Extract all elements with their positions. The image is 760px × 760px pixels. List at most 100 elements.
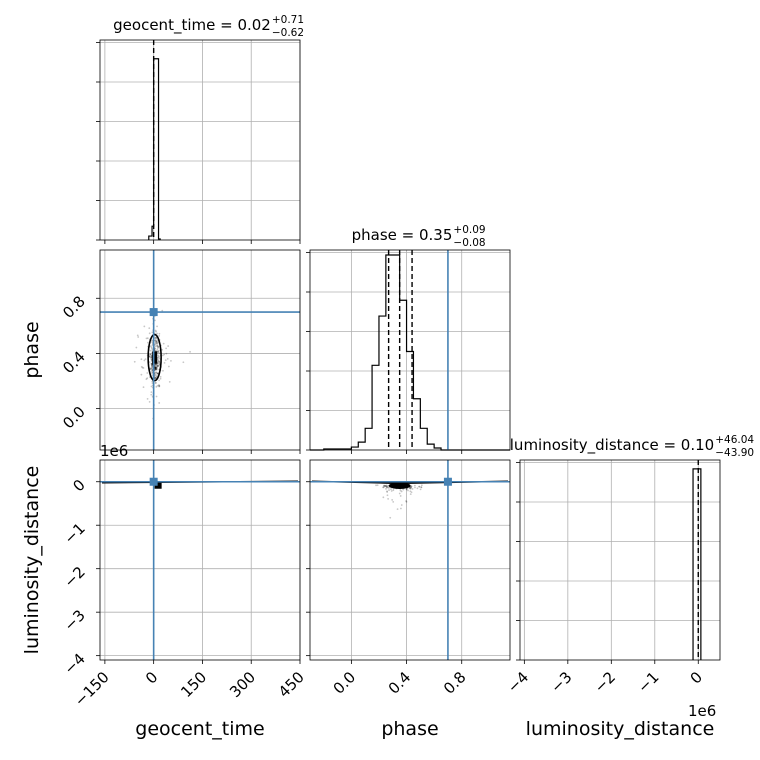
sample-point — [387, 497, 390, 500]
sample-point — [400, 507, 402, 510]
title-upper-error: +0.09 — [453, 224, 485, 236]
sample-point — [158, 364, 161, 367]
sample-point — [416, 487, 419, 490]
x-tick-label: 0 — [142, 668, 161, 687]
sample-point — [140, 373, 143, 376]
sample-point — [150, 347, 153, 350]
sample-point — [150, 364, 153, 367]
sample-point — [420, 484, 423, 487]
sample-point — [154, 319, 156, 322]
sample-point — [386, 486, 389, 489]
sample-point — [408, 487, 411, 490]
sample-point — [399, 495, 402, 497]
sample-point — [156, 332, 158, 335]
sample-point — [145, 378, 148, 381]
x-tick-label: 0.8 — [440, 668, 470, 698]
sample-point — [150, 356, 153, 358]
sample-point — [140, 358, 143, 361]
sample-point — [157, 351, 160, 354]
sample-point — [167, 345, 170, 347]
x-tick-label: −1 — [634, 668, 662, 696]
sample-point — [386, 494, 389, 497]
sample-point — [155, 336, 157, 339]
sample-point — [149, 353, 152, 356]
sample-point — [157, 354, 160, 357]
sample-point — [149, 353, 152, 356]
sample-point — [148, 332, 151, 335]
x-tick-label: 0.4 — [385, 668, 415, 698]
sample-point — [390, 488, 392, 491]
sample-point — [161, 309, 164, 312]
sample-point — [154, 373, 157, 376]
sample-point — [158, 379, 161, 382]
sample-point — [156, 348, 159, 351]
sample-point — [150, 363, 153, 365]
sample-point — [392, 489, 395, 492]
sample-point — [158, 402, 161, 404]
sample-point — [384, 485, 387, 487]
x-tick-label: 450 — [275, 668, 308, 701]
sample-point — [154, 365, 157, 368]
sample-point — [158, 385, 161, 388]
sample-point — [155, 366, 157, 369]
sample-point — [148, 327, 151, 330]
sample-point — [150, 393, 153, 396]
sample-point — [151, 364, 153, 367]
sample-point — [155, 395, 158, 398]
sample-point — [405, 488, 408, 491]
sample-point — [156, 344, 159, 347]
sample-point — [396, 508, 399, 510]
sample-point — [156, 345, 159, 348]
sample-point — [154, 345, 157, 348]
panel-frame — [309, 249, 511, 451]
sample-point — [383, 485, 386, 488]
title-lower-error: −43.90 — [715, 447, 754, 459]
sample-point — [157, 360, 160, 362]
sample-point — [154, 338, 157, 340]
sample-point — [155, 367, 158, 370]
sample-point — [388, 489, 390, 491]
sample-point — [405, 500, 408, 503]
sample-point — [151, 364, 154, 367]
sample-point — [154, 367, 157, 370]
sample-point — [155, 337, 158, 339]
x-tick-label: −3 — [547, 668, 575, 696]
sample-point — [155, 340, 158, 343]
sample-point — [151, 331, 154, 334]
sample-point — [155, 366, 158, 369]
sample-point — [155, 342, 158, 345]
sample-point — [149, 349, 152, 352]
sample-point — [155, 342, 158, 344]
sample-point — [154, 367, 157, 370]
sample-point — [167, 365, 170, 368]
sample-point — [143, 325, 146, 328]
panel-frame — [99, 249, 301, 451]
histogram-luminosity-distance — [692, 468, 702, 660]
title-upper-error: +46.04 — [715, 434, 754, 446]
sample-point — [154, 368, 157, 371]
sample-point — [149, 345, 152, 347]
sample-point — [161, 354, 164, 357]
panel-frame — [309, 459, 511, 661]
sample-point — [145, 337, 148, 340]
sample-point — [156, 365, 159, 368]
panel-title: luminosity_distance = 0.10 — [510, 436, 714, 455]
sample-point — [151, 380, 154, 383]
sample-point — [168, 380, 171, 383]
y-tick-label: 0 — [69, 476, 88, 495]
x-tick-label: 150 — [177, 668, 210, 701]
density-core — [152, 351, 158, 364]
sample-point — [156, 372, 159, 375]
sample-point — [409, 487, 411, 490]
sample-point — [158, 332, 161, 335]
sample-point — [157, 346, 159, 349]
y-tick-label: −1 — [60, 519, 88, 547]
sample-point — [410, 486, 412, 489]
sample-point — [170, 359, 172, 362]
sample-point — [155, 368, 158, 371]
sample-point — [150, 362, 153, 365]
y-tick-label: 0.0 — [59, 403, 89, 433]
y-tick-label: −4 — [60, 650, 88, 678]
x-axis-label: phase — [381, 718, 438, 740]
sample-point — [151, 340, 153, 342]
